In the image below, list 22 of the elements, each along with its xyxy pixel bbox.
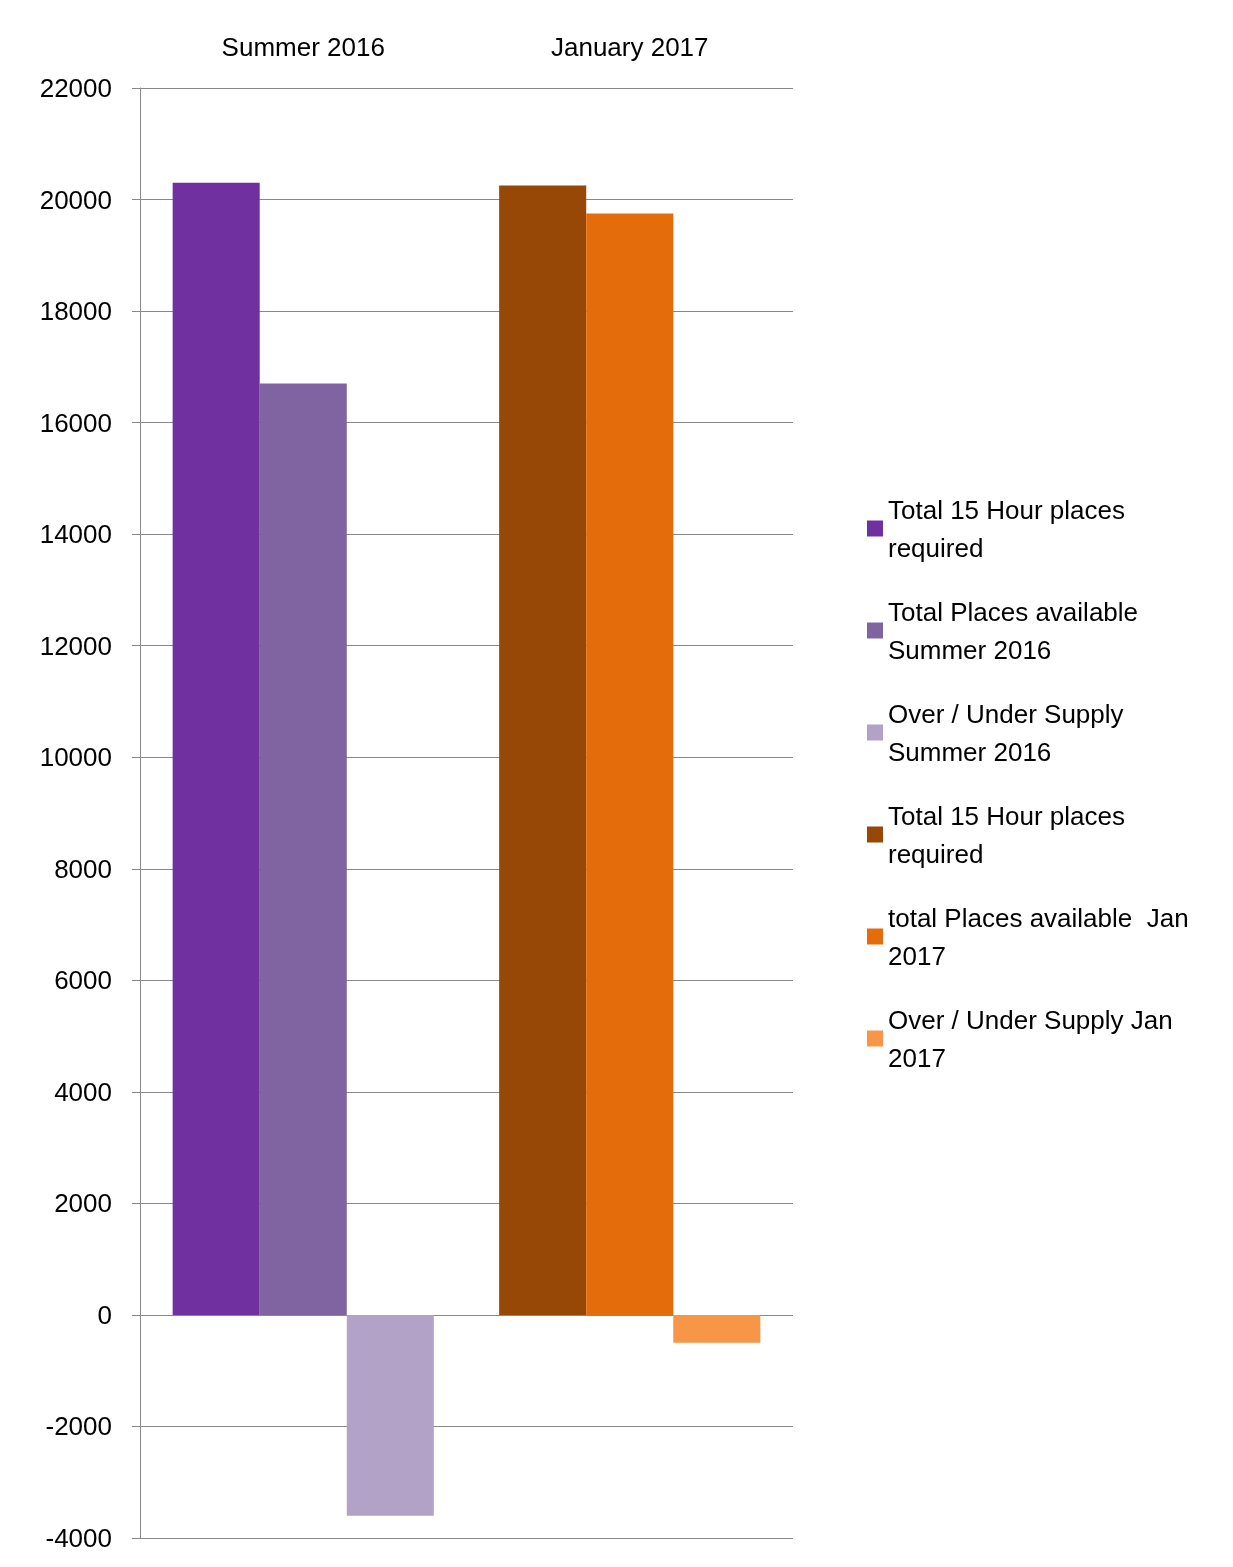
legend-label: Total 15 Hour places required bbox=[888, 800, 1133, 869]
y-tick-label: 4000 bbox=[54, 1076, 112, 1107]
y-tick-label: 2000 bbox=[54, 1188, 112, 1219]
legend-label: Over / Under Supply Jan 2017 bbox=[888, 1004, 1180, 1073]
y-tick-label: -2000 bbox=[45, 1411, 112, 1442]
legend-label: total Places available Jan 2017 bbox=[888, 902, 1196, 971]
y-tick-label: 6000 bbox=[54, 965, 112, 996]
y-tick-label: 22000 bbox=[39, 73, 112, 103]
legend-label: Over / Under Supply Summer 2016 bbox=[888, 698, 1131, 767]
legend-label: Total 15 Hour places required bbox=[888, 494, 1133, 563]
y-tick-label: 0 bbox=[97, 1299, 112, 1330]
y-tick-label: 14000 bbox=[39, 519, 112, 550]
x-tick-label: Summer 2016 bbox=[221, 32, 385, 62]
y-tick-label: 18000 bbox=[39, 296, 112, 327]
x-tick-label: January 2017 bbox=[550, 32, 709, 62]
y-tick-label: -4000 bbox=[45, 1523, 112, 1553]
y-tick-label: 10000 bbox=[39, 742, 112, 773]
y-tick-label: 16000 bbox=[39, 407, 112, 438]
y-tick-label: 12000 bbox=[39, 630, 112, 661]
y-tick-label: 20000 bbox=[39, 184, 112, 215]
y-tick-label: 8000 bbox=[54, 853, 112, 884]
legend-label: Total Places available Summer 2016 bbox=[888, 596, 1146, 665]
